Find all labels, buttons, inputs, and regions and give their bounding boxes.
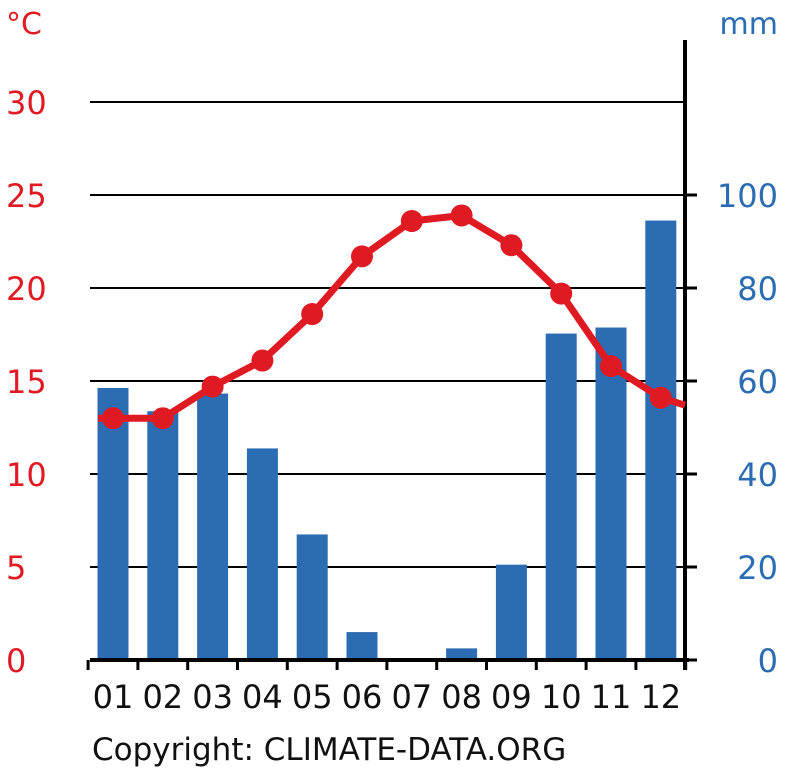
- temperature-point: [450, 204, 473, 227]
- month-label: 05: [292, 678, 333, 716]
- precipitation-bar: [197, 393, 229, 660]
- month-label: 04: [242, 678, 283, 716]
- temperature-point: [550, 282, 573, 305]
- precipitation-bar: [246, 448, 278, 660]
- temperature-point: [151, 407, 174, 430]
- temperature-point: [102, 407, 124, 430]
- temperature-point: [400, 210, 423, 233]
- right-axis-tick-label: 20: [737, 549, 778, 587]
- right-axis-tick-label: 60: [737, 363, 778, 401]
- temperature-point: [301, 303, 324, 326]
- month-label: 11: [591, 678, 632, 716]
- temperature-point: [649, 386, 672, 409]
- month-label: 07: [391, 678, 432, 716]
- precipitation-bar: [645, 220, 677, 660]
- precipitation-bar: [446, 648, 478, 660]
- right-axis-tick-label: 40: [737, 456, 778, 494]
- precipitation-bar: [346, 632, 378, 660]
- temperature-point: [600, 355, 622, 378]
- grid-lines: [90, 101, 685, 568]
- precipitation-bar: [545, 333, 577, 660]
- precipitation-bar: [147, 411, 179, 660]
- precipitation-bar: [296, 534, 328, 660]
- left-axis-tick-label: 25: [6, 177, 47, 215]
- axes: [86, 40, 697, 670]
- left-axis-tick-label: 5: [6, 549, 26, 587]
- left-axis-tick-label: 0: [6, 642, 26, 680]
- temperature-point: [251, 349, 274, 372]
- copyright-text: Copyright: CLIMATE-DATA.ORG: [92, 732, 566, 768]
- temperature-point: [201, 375, 224, 398]
- month-label: 08: [441, 678, 482, 716]
- left-axis-tick-label: 20: [6, 270, 47, 308]
- month-label: 09: [491, 678, 532, 716]
- precipitation-bar: [495, 564, 527, 660]
- precipitation-bars: [97, 220, 677, 660]
- right-axis-unit: mm: [720, 7, 778, 42]
- month-label: 01: [93, 678, 134, 716]
- right-axis-tick-label: 80: [737, 270, 778, 308]
- right-axis-tick-label: 100: [717, 177, 778, 215]
- month-label: 12: [640, 678, 681, 716]
- left-axis-tick-label: 10: [6, 456, 47, 494]
- month-label: 03: [192, 678, 233, 716]
- month-label: 06: [342, 678, 383, 716]
- month-label: 02: [142, 678, 183, 716]
- temperature-line: [98, 204, 687, 430]
- temperature-point: [500, 234, 523, 257]
- month-label: 10: [541, 678, 582, 716]
- temperature-point: [351, 245, 373, 268]
- precipitation-bar: [595, 327, 627, 660]
- left-axis-tick-label: 15: [6, 363, 47, 401]
- right-axis-tick-label: 0: [758, 642, 778, 680]
- left-axis-tick-label: 30: [6, 84, 47, 122]
- precipitation-bar: [97, 387, 129, 660]
- left-axis-unit: °C: [6, 7, 42, 42]
